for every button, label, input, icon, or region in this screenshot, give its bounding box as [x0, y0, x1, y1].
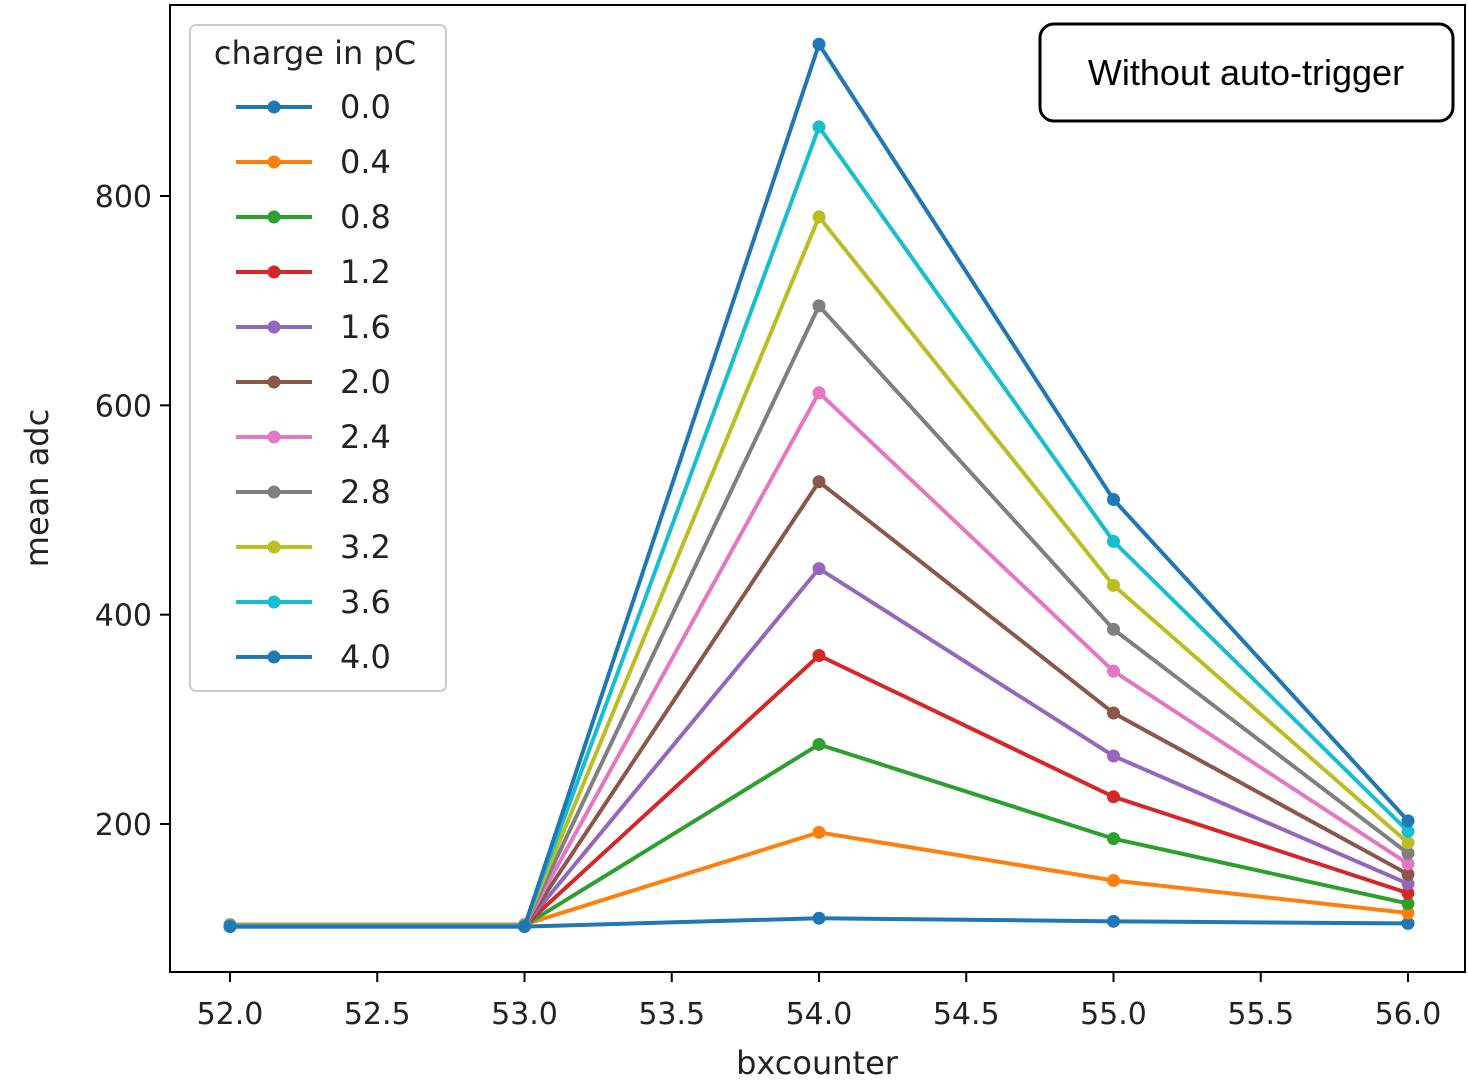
data-point: [812, 386, 826, 400]
data-point: [812, 648, 826, 662]
data-point: [1401, 906, 1415, 920]
legend-entry: 3.2: [236, 528, 391, 566]
legend-label: 1.6: [340, 308, 391, 346]
x-tick-label: 53.5: [638, 997, 705, 1032]
legend-swatch-marker: [267, 540, 281, 554]
data-point: [1107, 832, 1120, 846]
series-4.0: [223, 37, 1415, 934]
legend-swatch-marker: [267, 595, 281, 609]
legend-swatch-marker: [267, 485, 281, 499]
legend-entry: 0.4: [236, 143, 391, 181]
data-point: [1401, 877, 1415, 891]
annotation-frame: [1038, 22, 1455, 123]
legend-swatch-marker: [267, 100, 281, 114]
x-tick-label: 53.0: [491, 997, 558, 1032]
data-point: [1107, 664, 1120, 678]
y-tick-label: 600: [95, 389, 152, 424]
data-point: [1401, 886, 1415, 900]
data-point: [1107, 706, 1120, 720]
data-point: [1401, 836, 1415, 850]
legend-title: charge in pC: [214, 34, 416, 72]
data-point: [812, 210, 826, 224]
y-tick-label: 200: [95, 808, 152, 843]
legend-label: 2.0: [340, 363, 391, 401]
x-tick-label: 52.5: [344, 997, 411, 1032]
data-point: [812, 825, 826, 839]
data-point: [1401, 857, 1415, 871]
data-point: [812, 299, 826, 313]
legend-swatch-marker: [267, 375, 281, 389]
data-point: [1107, 622, 1120, 636]
data-point: [1107, 914, 1120, 928]
legend-label: 3.6: [340, 583, 391, 621]
legend-label: 0.4: [340, 143, 391, 181]
data-point: [223, 920, 237, 934]
data-point: [1107, 874, 1120, 888]
legend-items: 0.0 0.4 0.8 1.2 1.6 2.0 2.4 2.8 3.2 3.6 4.0: [236, 88, 391, 676]
x-axis-title: bxcounter: [736, 1044, 899, 1082]
legend-swatch-marker: [267, 320, 281, 334]
legend-swatch-marker: [267, 430, 281, 444]
legend-entry: 3.6: [236, 583, 391, 621]
legend-label: 2.4: [340, 418, 391, 456]
x-tick-label: 56.0: [1375, 997, 1442, 1032]
data-point: [812, 37, 826, 51]
legend-label: 4.0: [340, 638, 391, 676]
legend-entry: 1.2: [236, 253, 391, 291]
legend-swatch-marker: [267, 265, 281, 279]
data-point: [1107, 493, 1120, 507]
data-point: [812, 562, 826, 576]
data-point: [1107, 790, 1120, 804]
data-point: [812, 911, 826, 925]
data-point: [1107, 749, 1120, 763]
legend-label: 1.2: [340, 253, 391, 291]
y-tick-label: 400: [95, 599, 152, 634]
x-tick-label: 54.0: [786, 997, 853, 1032]
legend-box: [189, 24, 447, 692]
legend: charge in pC 0.0 0.4 0.8 1.2 1.6 2.0 2.4 2.8 3.2…: [189, 24, 447, 692]
data-point: [1401, 814, 1415, 828]
data-point: [1401, 824, 1415, 838]
data-point: [1401, 867, 1415, 881]
data-point: [812, 737, 826, 751]
legend-entry: 0.0: [236, 88, 391, 126]
legend-entry: 0.8: [236, 198, 391, 236]
legend-swatch-marker: [267, 650, 281, 664]
legend-entry: 1.6: [236, 308, 391, 346]
y-axis-title: mean adc: [18, 409, 56, 567]
legend-label: 0.0: [340, 88, 391, 126]
legend-entry: 2.4: [236, 418, 391, 456]
data-point: [1107, 534, 1120, 548]
legend-entry: 2.8: [236, 473, 391, 511]
legend-swatch-marker: [267, 155, 281, 169]
x-tick-label: 54.5: [933, 997, 1000, 1032]
legend-entry: 2.0: [236, 363, 391, 401]
legend-label: 2.8: [340, 473, 391, 511]
data-point: [1401, 897, 1415, 911]
data-point: [812, 475, 826, 489]
annotation-box: Without auto-trigger: [1038, 22, 1455, 123]
y-tick-label: 800: [95, 180, 152, 215]
data-point: [518, 920, 531, 934]
x-axis: 52.0 52.5 53.0 53.5 54.0 54.5 55.0 55.5 56.0: [197, 972, 1442, 1032]
y-axis: 200 400 600 800: [95, 180, 170, 843]
data-point: [1401, 916, 1415, 930]
annotation-text: Without auto-trigger: [1088, 52, 1404, 93]
x-tick-label: 55.5: [1227, 997, 1294, 1032]
series-layer: [223, 37, 1415, 934]
plot-frame: [169, 4, 1466, 973]
legend-label: 0.8: [340, 198, 391, 236]
legend-swatch-marker: [267, 210, 281, 224]
x-tick-label: 55.0: [1080, 997, 1147, 1032]
data-point: [812, 120, 826, 134]
x-tick-label: 52.0: [197, 997, 264, 1032]
legend-label: 3.2: [340, 528, 391, 566]
data-point: [1401, 846, 1415, 860]
legend-entry: 4.0: [236, 638, 391, 676]
data-point: [1107, 578, 1120, 592]
